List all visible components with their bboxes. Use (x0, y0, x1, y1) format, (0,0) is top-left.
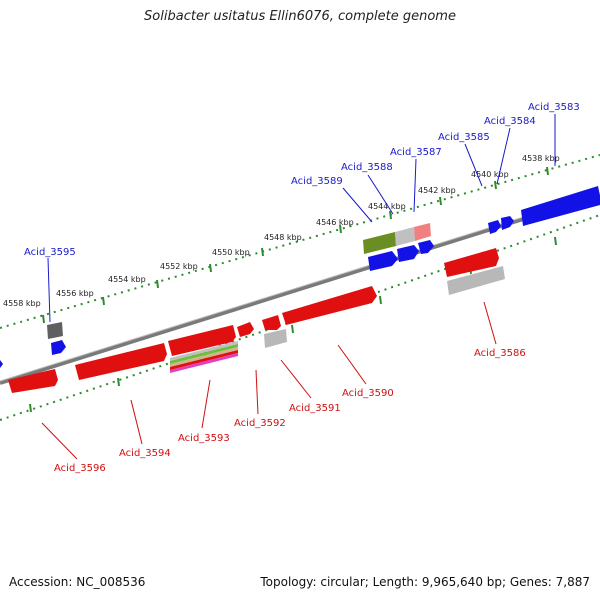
map-title: Solibacter usitatus Ellin6076, complete … (144, 9, 456, 24)
gene-acid-3591-pseudo[interactable] (264, 329, 287, 348)
gene-acid-3584[interactable] (501, 216, 514, 230)
gene-label: Acid_3592 (234, 418, 286, 429)
forward-leader-lines (47, 114, 556, 323)
gene-label: Acid_3587 (390, 147, 442, 158)
forward-genes (0, 186, 600, 368)
gene-label: Acid_3594 (119, 448, 171, 459)
reverse-genes (8, 248, 505, 393)
gene-acid-3594[interactable] (75, 343, 167, 380)
genome-backbone (0, 193, 600, 385)
kbp-label: 4550 kbp (212, 248, 250, 257)
genome-summary-text: Topology: circular; Length: 9,965,640 bp… (260, 575, 590, 589)
gene-label: Acid_3596 (54, 463, 106, 474)
kbp-label: 4538 kbp (522, 154, 560, 163)
gene-acid-3592[interactable] (237, 322, 254, 337)
forward-gene-labels: Acid_3583 Acid_3584 Acid_3585 Acid_3587 … (24, 102, 580, 258)
pseudo-feature-small[interactable] (47, 322, 63, 339)
pseudo-feature[interactable] (395, 227, 415, 246)
rna-feature[interactable] (363, 232, 396, 254)
gene-label: Acid_3591 (289, 403, 341, 414)
gene-label: Acid_3586 (474, 348, 526, 359)
reverse-gene-labels: Acid_3586 Acid_3590 Acid_3591 Acid_3592 … (54, 348, 526, 474)
kbp-label: 4548 kbp (264, 233, 302, 242)
gene-acid-3583[interactable] (521, 186, 600, 226)
gene-acid-3586-pseudo[interactable] (447, 266, 505, 295)
gene-label: Acid_3595 (24, 247, 76, 258)
gene-label: Acid_3593 (178, 433, 230, 444)
kbp-label: 4554 kbp (108, 275, 146, 284)
upper-features (47, 223, 431, 339)
gene-label: Acid_3583 (528, 102, 580, 113)
gene-label: Acid_3589 (291, 176, 343, 187)
multicolor-band (170, 341, 238, 373)
gene-label: Acid_3585 (438, 132, 490, 143)
gene-acid-3596[interactable] (8, 369, 58, 393)
kbp-labels: 4538 kbp 4540 kbp 4542 kbp 4544 kbp 4546… (3, 154, 560, 308)
gene-acid-3586[interactable] (444, 248, 499, 277)
kbp-label: 4542 kbp (418, 186, 456, 195)
kbp-label: 4540 kbp (471, 170, 509, 179)
gene-acid-3587[interactable] (418, 240, 434, 254)
kbp-label: 4544 kbp (368, 202, 406, 211)
accession-text: Accession: NC_008536 (9, 575, 146, 589)
gene-acid-3590[interactable] (282, 286, 377, 325)
reverse-leader-lines (41, 301, 497, 460)
kbp-label: 4558 kbp (3, 299, 41, 308)
gene-label: Acid_3584 (484, 116, 536, 127)
gene-acid-3585[interactable] (488, 220, 501, 234)
gene-label: Acid_3590 (342, 388, 394, 399)
kbp-label: 4556 kbp (56, 289, 94, 298)
kbp-label: 4546 kbp (316, 218, 354, 227)
gene-acid-3595[interactable] (51, 340, 66, 355)
gene-acid-3591[interactable] (262, 315, 281, 330)
gene-edge-blue[interactable] (0, 360, 3, 368)
pseudo-feature-red[interactable] (414, 223, 431, 241)
gene-acid-3589[interactable] (368, 251, 398, 271)
outer-major-ticks (42, 166, 549, 324)
gene-acid-3588[interactable] (397, 245, 419, 262)
gene-label: Acid_3588 (341, 162, 393, 173)
gene-acid-3593[interactable] (168, 325, 236, 356)
kbp-label: 4552 kbp (160, 262, 198, 271)
